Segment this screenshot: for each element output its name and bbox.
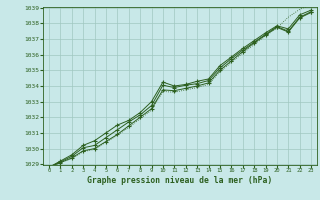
- X-axis label: Graphe pression niveau de la mer (hPa): Graphe pression niveau de la mer (hPa): [87, 176, 273, 185]
